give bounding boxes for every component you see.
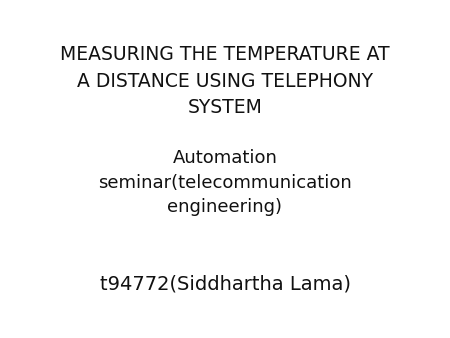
- Text: t94772(Siddhartha Lama): t94772(Siddhartha Lama): [99, 274, 351, 293]
- Text: Automation
seminar(telecommunication
engineering): Automation seminar(telecommunication eng…: [98, 149, 352, 216]
- Text: MEASURING THE TEMPERATURE AT
A DISTANCE USING TELEPHONY
SYSTEM: MEASURING THE TEMPERATURE AT A DISTANCE …: [60, 45, 390, 117]
